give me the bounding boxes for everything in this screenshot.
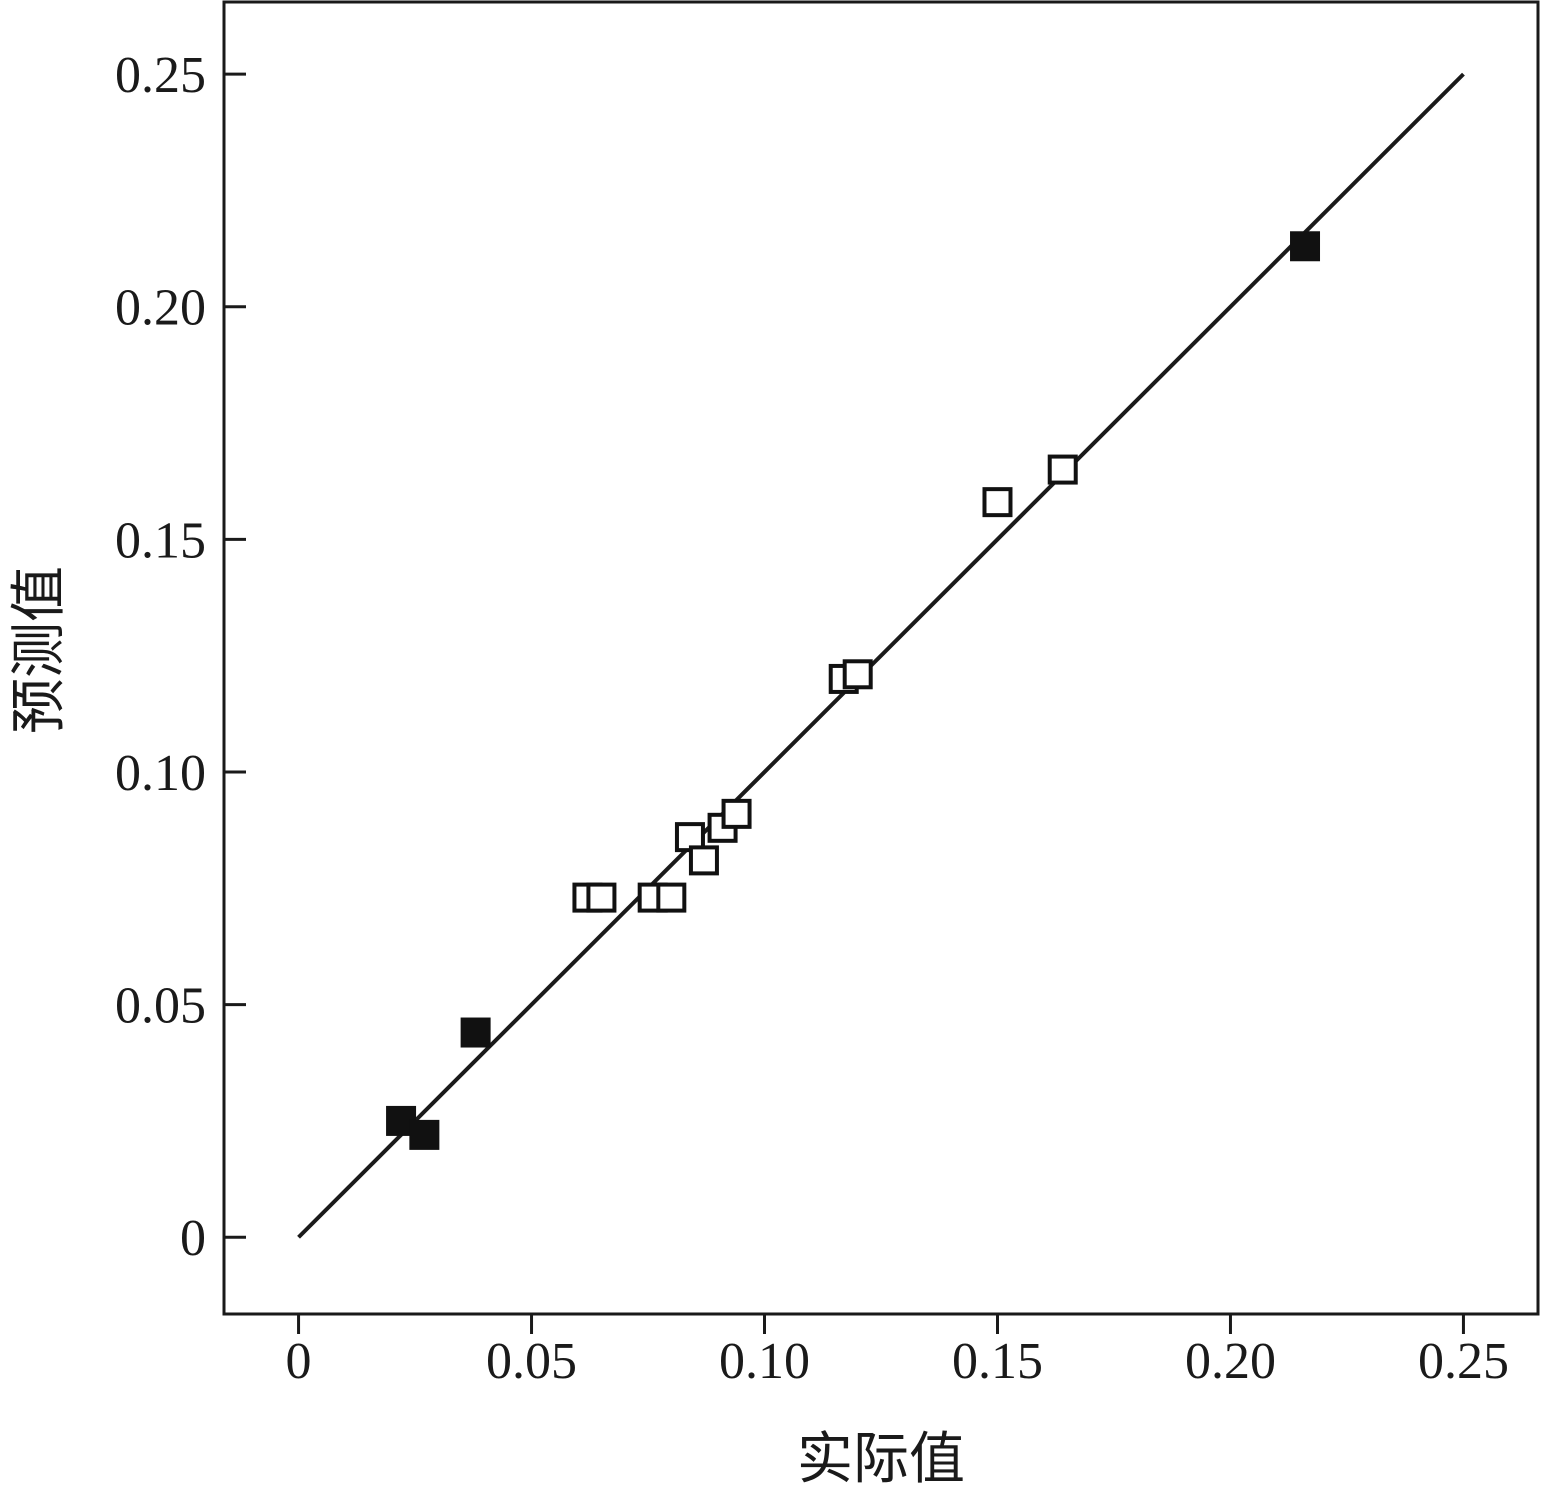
- data-point-filled: [409, 1119, 440, 1150]
- y-tick-label: 0: [180, 1210, 206, 1267]
- y-tick-label: 0.15: [115, 512, 206, 569]
- reference-line: [297, 72, 1465, 1239]
- data-point-open: [982, 487, 1013, 518]
- x-tick-label: 0.20: [1185, 1333, 1276, 1390]
- x-tick-label: 0.05: [486, 1333, 577, 1390]
- data-point-filled: [1290, 231, 1321, 262]
- data-point-open: [688, 845, 719, 876]
- y-tick-label: 0.20: [115, 280, 206, 337]
- y-axis-ticks: 0 0.05 0.10 0.15 0.20 0.25: [115, 47, 246, 1267]
- x-tick-label: 0: [286, 1333, 312, 1390]
- y-axis-title: 预测值: [7, 566, 72, 734]
- x-axis-ticks: 0 0.05 0.10 0.15 0.20 0.25: [286, 1314, 1509, 1390]
- data-point-open: [842, 659, 873, 690]
- x-axis-title: 实际值: [797, 1427, 965, 1492]
- x-tick-label: 0.15: [952, 1333, 1043, 1390]
- data-point-open: [586, 882, 617, 913]
- x-tick-label: 0.25: [1418, 1333, 1509, 1390]
- y-tick-label: 0.10: [115, 745, 206, 802]
- data-markers: [386, 231, 1321, 1150]
- data-point-open: [656, 882, 687, 913]
- y-tick-label: 0.25: [115, 47, 206, 104]
- data-point-open: [721, 798, 752, 829]
- plot-frame: [222, 0, 1540, 1316]
- x-tick-label: 0.10: [719, 1333, 810, 1390]
- y-tick-label: 0.05: [115, 978, 206, 1035]
- data-point-open: [1047, 454, 1078, 485]
- data-point-filled: [460, 1017, 491, 1048]
